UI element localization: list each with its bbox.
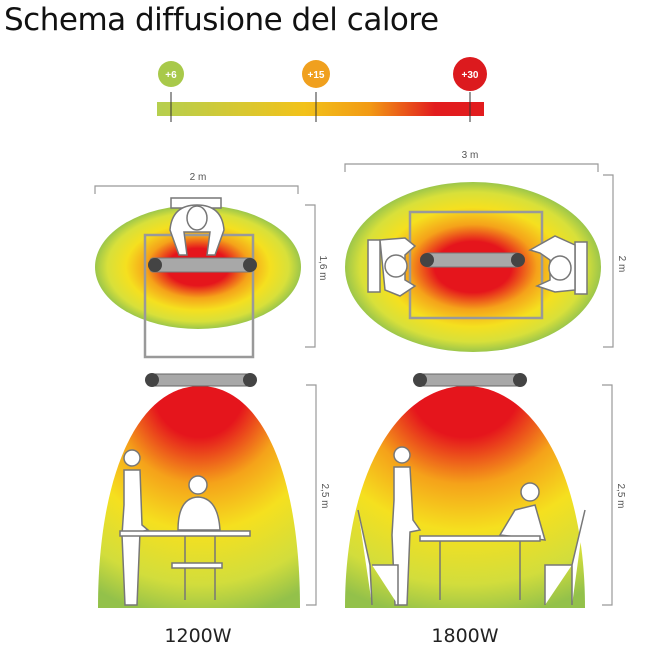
heater-end-icon <box>243 258 257 272</box>
seated-person-head-icon <box>188 475 208 495</box>
seated-person-icon <box>177 496 221 531</box>
scale-gradient-bar <box>157 102 484 116</box>
standing-person-icon <box>391 466 422 606</box>
table-icon <box>419 535 541 542</box>
heater-icon <box>147 373 253 387</box>
standing-person-head-icon <box>393 446 411 464</box>
depth-label: 2 m <box>616 256 627 273</box>
width-bracket <box>344 163 599 172</box>
width-label: 3 m <box>462 150 479 161</box>
height-label: 2,5 m <box>319 483 330 508</box>
depth-label: 1,6 m <box>317 255 328 280</box>
heater-end-icon <box>511 253 525 267</box>
heater-end-icon <box>420 253 434 267</box>
heater-icon <box>424 252 521 268</box>
top-view-1200w: 2 m 1,6 m <box>94 172 328 359</box>
power-label: 1800W <box>431 625 498 647</box>
depth-bracket <box>603 174 614 348</box>
marker-low <box>158 61 184 87</box>
width-label: 2 m <box>190 172 207 183</box>
heater-icon <box>415 373 525 387</box>
heater-end-icon <box>513 373 527 387</box>
chair-icon <box>367 239 381 293</box>
table-outline <box>408 210 544 320</box>
height-bracket <box>602 384 613 606</box>
chair-icon <box>171 562 223 569</box>
power-label: 1200W <box>164 625 231 647</box>
heater-end-icon <box>243 373 257 387</box>
chair-right-icon <box>544 509 586 605</box>
side-view-1800w: 2,5 m 1800W <box>345 373 626 647</box>
heater-icon <box>149 257 254 273</box>
table-legs-icon <box>439 541 521 600</box>
height-bracket <box>306 384 317 606</box>
depth-bracket <box>305 204 316 348</box>
table-icon <box>119 530 251 537</box>
marker-mid <box>302 60 330 88</box>
person-head-icon <box>186 205 208 231</box>
heater-end-icon <box>148 258 162 272</box>
marker-high-label: +30 <box>462 70 479 81</box>
heater-end-icon <box>145 373 159 387</box>
marker-high <box>453 57 487 91</box>
height-label: 2,5 m <box>615 483 626 508</box>
seated-person-head-icon <box>520 482 540 502</box>
marker-mid-label: +15 <box>308 70 325 81</box>
heater-end-icon <box>413 373 427 387</box>
standing-person-head-icon <box>123 449 141 467</box>
chair-icon <box>574 241 588 295</box>
standing-person-icon <box>121 469 150 606</box>
person-head-icon <box>384 254 408 278</box>
person-head-icon <box>548 255 572 281</box>
top-view-1800w: 3 m 2 m <box>344 150 627 352</box>
page-title: Schema diffusione del calore <box>4 2 439 38</box>
side-view-1200w: 2,5 m 1200W <box>98 373 330 647</box>
temperature-scale: +6 +15 +30 <box>157 57 487 122</box>
table-outline <box>143 233 255 359</box>
width-bracket <box>94 185 299 194</box>
chair-left-icon <box>357 509 399 606</box>
marker-low-label: +6 <box>165 70 177 81</box>
